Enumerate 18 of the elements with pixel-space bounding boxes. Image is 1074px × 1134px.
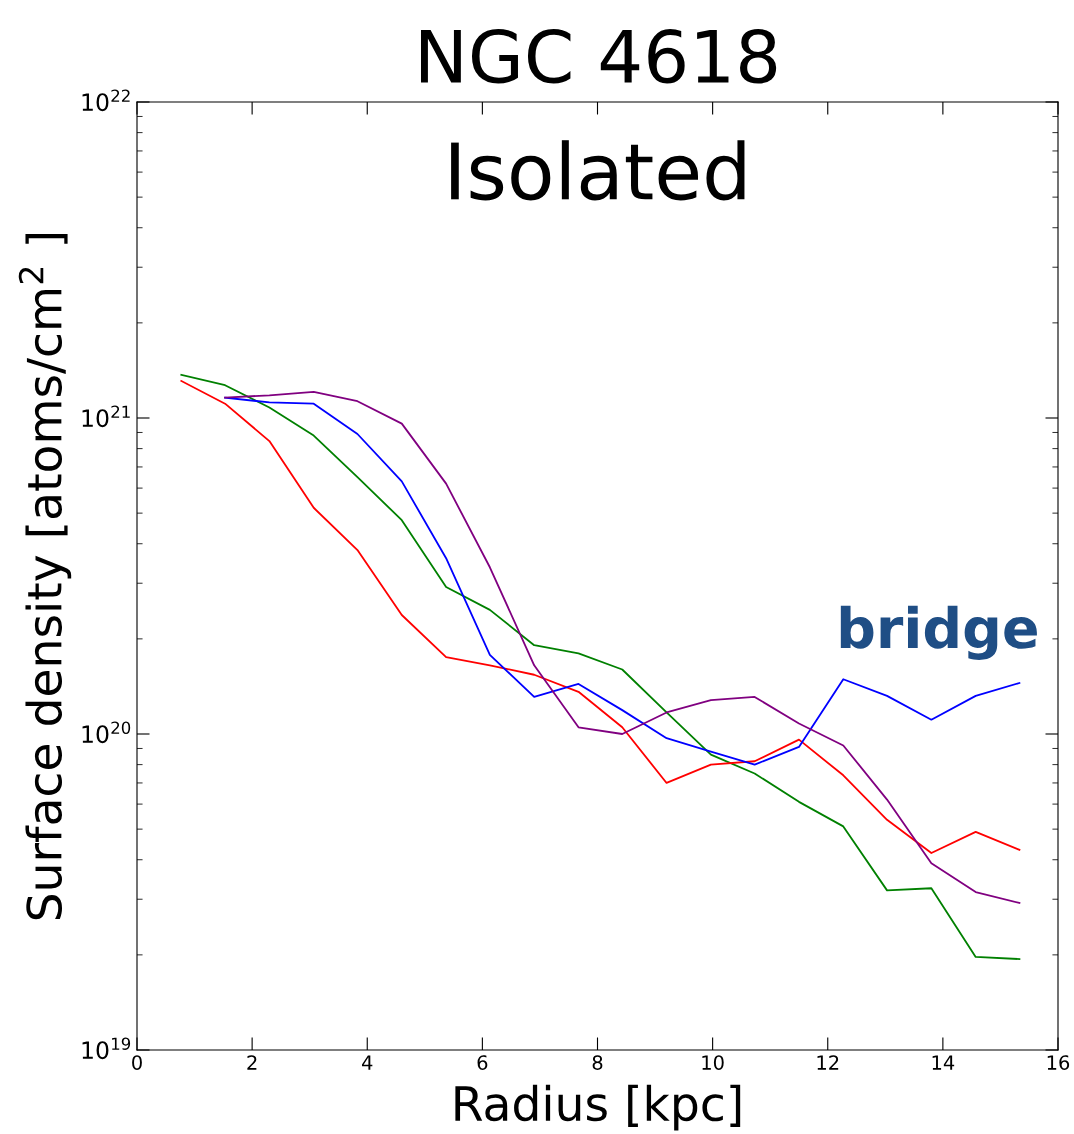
- x-tick-label: 10: [702, 1055, 724, 1070]
- x-tick-label: 12: [817, 1055, 839, 1070]
- y-tick-label: 10$^{21}$: [82, 405, 130, 428]
- x-tick-label: 16: [1047, 1055, 1070, 1070]
- annotation: bridge: [840, 605, 1037, 660]
- chart-title: NGC 4618: [421, 28, 777, 84]
- x-tick-label: 4: [362, 1055, 373, 1070]
- y-axis-title: Surface density [atoms/cm$^{2}$ ]: [18, 233, 72, 920]
- x-axis-title: Radius [kpc]: [455, 1084, 741, 1131]
- y-tick-label: 10$^{19}$: [82, 1037, 131, 1060]
- x-tick-label: 8: [592, 1055, 603, 1070]
- y-tick-label: 10$^{20}$: [82, 721, 131, 744]
- x-tick-label: 2: [247, 1055, 257, 1070]
- x-tick-label: 14: [932, 1055, 955, 1070]
- x-tick-label: 0: [132, 1055, 142, 1070]
- x-tick-label: 6: [477, 1055, 488, 1070]
- y-tick-label: 10$^{22}$: [82, 89, 130, 112]
- annotation: Isolated: [451, 140, 745, 201]
